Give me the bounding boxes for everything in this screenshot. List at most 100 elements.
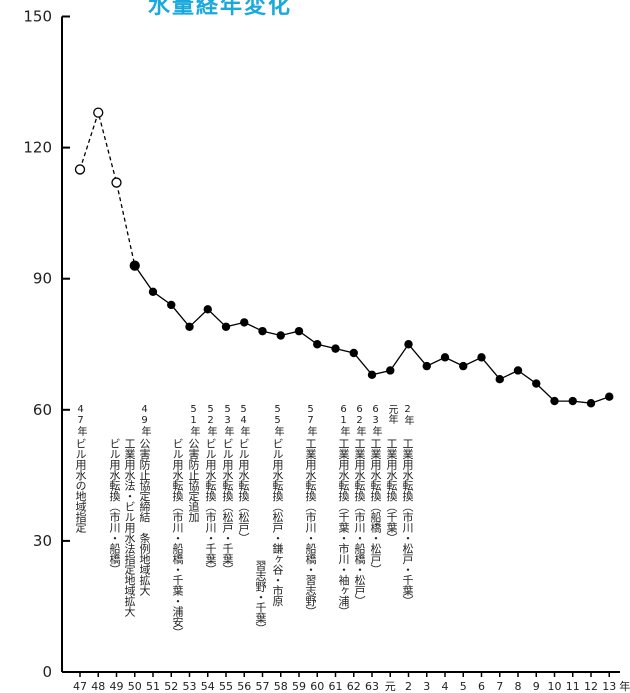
annotation-year: 55年 <box>272 404 283 436</box>
annotation-text: ビル用水転換（松戸・千葉） <box>221 438 234 575</box>
filled-data-point <box>203 305 212 314</box>
annotation-year: 57年 <box>305 404 316 436</box>
filled-data-point <box>185 322 194 331</box>
filled-data-point <box>495 375 504 384</box>
filled-data-point <box>331 344 340 353</box>
x-tick-label: 47 <box>73 680 87 693</box>
annotation-text: 工業用水転換（市川・船橋・習志野） <box>304 438 317 617</box>
filled-data-point <box>459 361 468 371</box>
annotation-text: ビル用水転換（市川・船橋・千葉・浦安） <box>171 438 184 638</box>
y-tick-label: 0 <box>42 663 52 681</box>
axes <box>61 16 620 673</box>
filled-data-point <box>513 366 523 375</box>
annotation-text: 習志野・千葉） <box>254 560 267 634</box>
x-tick-label: 9 <box>533 680 540 693</box>
filled-data-point <box>349 348 358 358</box>
annotation-text: ビル用水転換（松戸・鎌ヶ谷・市原 <box>271 438 284 606</box>
annotation-year: 47年 <box>75 404 86 436</box>
x-tick-label: 54 <box>201 680 215 693</box>
x-tick-label: 4 <box>442 680 449 693</box>
annotation-year: 63年 <box>370 404 381 436</box>
x-tick-label: 51 <box>146 680 160 693</box>
annotation-text: 工業用水転換（千葉） <box>385 438 398 543</box>
x-tick-label: 60 <box>310 680 324 693</box>
x-tick-label: 10 <box>548 680 562 693</box>
annotation-year: 62年 <box>354 404 365 436</box>
annotation-year: 53年 <box>222 404 233 436</box>
filled-data-point <box>404 340 413 349</box>
filled-data-point <box>386 366 395 375</box>
annotation-text: 工業用水転換（市川・船橋・松戸） <box>353 438 366 606</box>
y-tick-label: 120 <box>23 139 52 157</box>
x-tick-label: 58 <box>274 680 288 693</box>
annotation-text: 工業用水転換（船橋・松戸） <box>369 438 382 575</box>
annotation-text: ビル用水転換（市川・千葉） <box>204 438 217 575</box>
x-tick-label: 11 <box>566 680 580 693</box>
annotation-year: 元年 <box>386 404 397 424</box>
filled-data-point <box>148 287 158 297</box>
x-tick-label: 48 <box>91 680 105 693</box>
filled-data-point <box>477 353 486 362</box>
series-lines <box>79 110 610 404</box>
annotation-year: 51年 <box>188 404 199 436</box>
x-tick-label: 61 <box>329 680 343 693</box>
annotation-text: ビル用水転換（松戸） <box>237 438 250 543</box>
x-tick-label: 12 <box>584 680 598 693</box>
dashed-series-line <box>79 110 136 266</box>
annotation-year: 2年 <box>402 404 413 425</box>
filled-data-point <box>294 326 304 336</box>
x-tick-label: 55 <box>219 680 233 693</box>
filled-data-point <box>240 318 249 327</box>
annotation-text: ビル用水転換（市川・船橋） <box>108 438 121 575</box>
annotation-year: 52年 <box>205 404 216 436</box>
x-tick-label: 13 <box>602 680 616 693</box>
x-tick-label: 7 <box>496 680 503 693</box>
x-tick-label: 5 <box>460 680 467 693</box>
filled-data-point <box>167 300 176 310</box>
filled-data-point <box>440 353 450 362</box>
filled-data-point <box>586 399 596 408</box>
x-tick-label: 56 <box>237 680 251 693</box>
y-tick-label: 60 <box>33 401 52 419</box>
filled-data-point <box>550 396 559 406</box>
x-tick-label: 2 <box>405 680 412 693</box>
annotation-text: 公害防止協定締結 条例地域拡大 <box>138 438 151 596</box>
x-tick-label: 59 <box>292 680 306 693</box>
x-tick-label: 3 <box>423 680 430 693</box>
filled-data-point <box>367 370 377 380</box>
annotation-year: 61年 <box>338 404 349 436</box>
series-points <box>74 107 614 408</box>
annotation-text: 工業用水転換（千葉・市川・袖ヶ浦） <box>337 438 350 617</box>
filled-data-point <box>130 261 139 270</box>
annotation-year: 54年 <box>238 404 249 436</box>
annotation-text: 工業用水法・ビル用水法指定地域拡大 <box>123 438 136 617</box>
x-tick-label: 62 <box>347 680 361 693</box>
x-tick-label: 52 <box>164 680 178 693</box>
x-tick-label: 49 <box>110 680 124 693</box>
filled-data-point <box>258 326 267 336</box>
filled-data-point <box>568 396 577 406</box>
y-tick-label: 150 <box>23 8 52 26</box>
annotation-text: ビル用水の地域指定 <box>74 438 87 533</box>
y-tick-label: 90 <box>33 270 52 288</box>
x-unit-label: 年 <box>619 679 630 693</box>
x-tick-label: 63 <box>365 680 379 693</box>
chart-title: 水量経年変化 <box>148 0 293 19</box>
y-ticks: 0 30 60 90 120 150 <box>23 8 70 681</box>
x-tick-label: 8 <box>515 680 522 693</box>
open-data-point <box>74 164 86 175</box>
x-tick-label: 57 <box>256 680 270 693</box>
filled-data-point <box>276 331 285 340</box>
open-data-point <box>93 107 104 118</box>
filled-data-point <box>313 340 322 349</box>
annotation-year: 49年 <box>139 404 150 436</box>
filled-data-point <box>422 361 431 371</box>
annotation-text: 公害防止協定追加 <box>187 438 200 522</box>
filled-data-point <box>605 392 614 401</box>
y-tick-label: 30 <box>33 532 52 550</box>
filled-data-point <box>532 379 541 388</box>
x-tick-label: 53 <box>183 680 197 693</box>
x-tick-label: 元 <box>385 680 396 693</box>
x-tick-label: 6 <box>478 680 485 693</box>
x-ticks: 47 48 49 50 51 52 53 54 55 56 57 58 59 60 61 62 63 元 2 3 4 5 6… <box>73 672 630 693</box>
